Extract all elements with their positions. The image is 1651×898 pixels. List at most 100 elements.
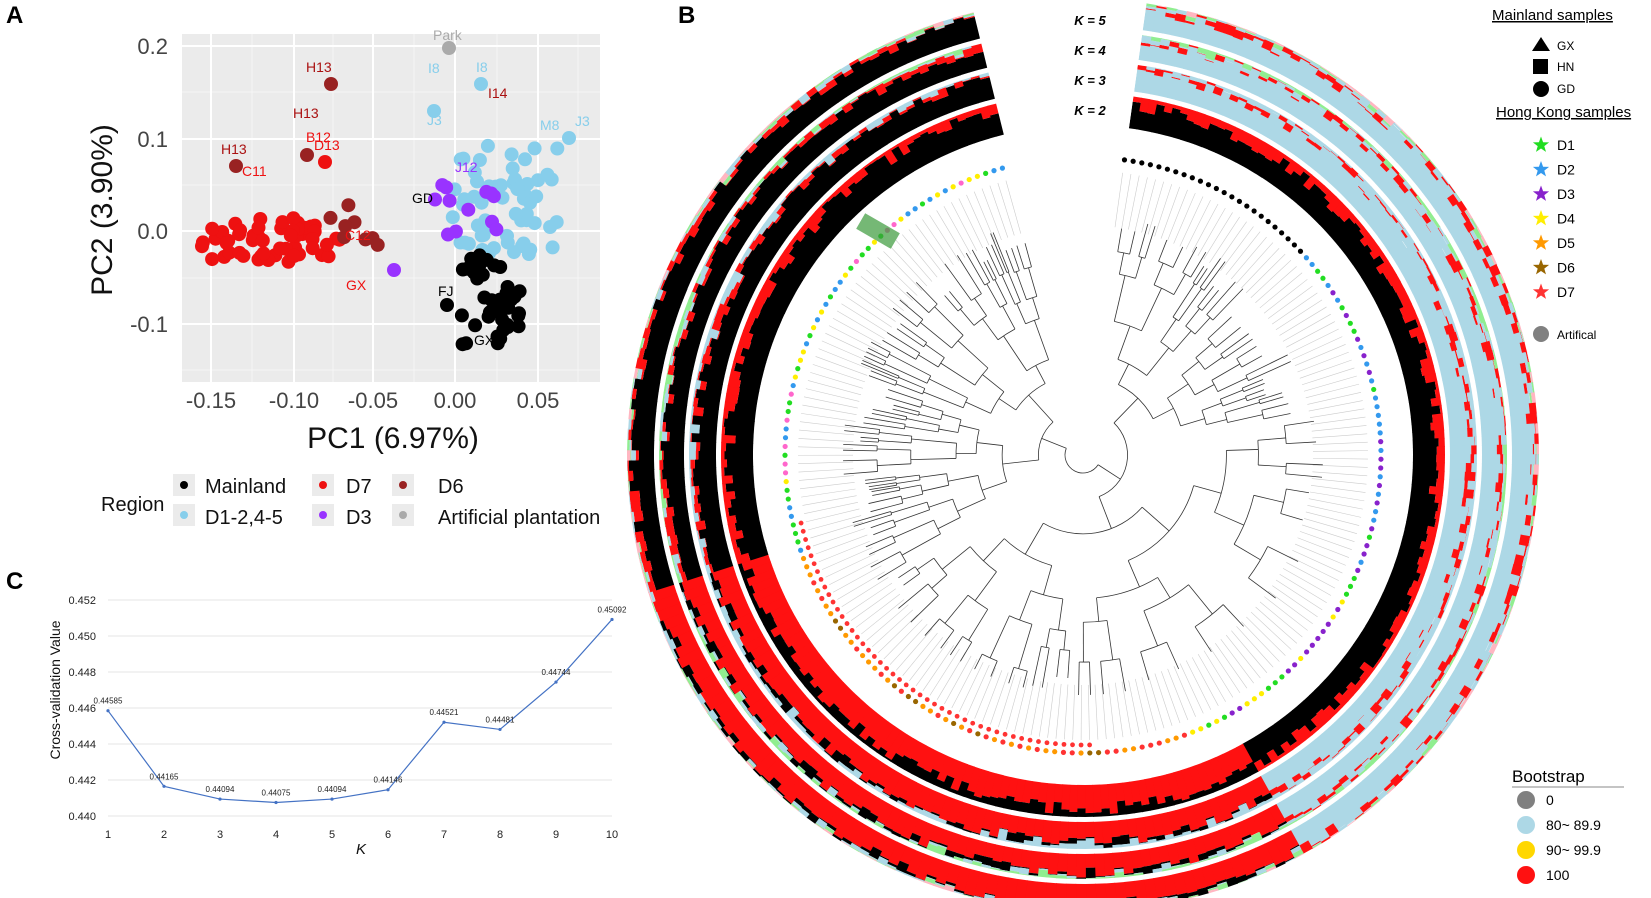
admixture-segment (1432, 218, 1441, 229)
admixture-segment (1359, 661, 1375, 677)
admixture-segment (1093, 821, 1104, 844)
admixture-segment (888, 108, 898, 114)
admixture-segment (1436, 454, 1445, 464)
admixture-segment (1311, 60, 1322, 67)
admixture-segment (1139, 848, 1152, 867)
tree-arc (915, 352, 921, 360)
admixture-segment (851, 842, 861, 848)
admixture-segment (1288, 785, 1297, 791)
tree-arc (1026, 359, 1049, 372)
admixture-segment (803, 772, 812, 781)
admixture-segment (1315, 151, 1339, 177)
admixture-segment (1204, 57, 1215, 63)
admixture-segment (1310, 840, 1321, 848)
sample-dot (947, 710, 952, 715)
admixture-segment (1358, 185, 1366, 194)
admixture-segment (1398, 220, 1406, 230)
tree-branch (1141, 288, 1162, 331)
admixture-segment (1359, 801, 1372, 814)
sample-dot (860, 641, 866, 647)
admixture-segment (1468, 633, 1490, 652)
admixture-segment (1498, 293, 1510, 307)
tree-arc (927, 583, 939, 596)
tree-arc (1182, 272, 1191, 278)
admixture-segment (1488, 642, 1498, 655)
pca-point-d1-2-4-5 (543, 220, 558, 234)
admixture-segment (711, 579, 722, 591)
admixture-segment (749, 757, 757, 766)
sample-dot (1205, 182, 1212, 188)
admixture-segment (695, 519, 707, 531)
admixture-segment (1324, 190, 1337, 204)
admixture-segment (1150, 40, 1162, 47)
leaf-label-line (801, 413, 856, 422)
admixture-segment (911, 764, 924, 778)
admixture-segment (1525, 351, 1530, 363)
admixture-segment (1476, 303, 1483, 315)
admixture-segment (840, 802, 850, 809)
admixture-segment (1355, 813, 1365, 821)
admixture-segment (1445, 612, 1463, 628)
admixture-segment (1489, 255, 1496, 266)
admixture-segment (675, 326, 683, 338)
admixture-segment (1458, 618, 1470, 631)
admixture-segment (800, 235, 825, 257)
admixture-segment (1206, 16, 1218, 23)
admixture-segment (928, 812, 940, 822)
admixture-segment (708, 189, 718, 201)
admixture-segment (1509, 403, 1530, 417)
admixture-segment (867, 855, 878, 861)
admixture-segment (1470, 305, 1478, 317)
admixture-segment (691, 432, 717, 443)
admixture-segment (1195, 81, 1207, 92)
admixture-segment (740, 689, 747, 699)
admixture-segment (1200, 114, 1214, 130)
admixture-segment (961, 45, 973, 51)
admixture-segment (1374, 194, 1382, 203)
tree-branch (1214, 511, 1245, 526)
admixture-segment (1370, 753, 1381, 765)
admixture-segment (1128, 101, 1142, 130)
mainland-gx: GX (1532, 37, 1574, 53)
admixture-segment (1412, 446, 1437, 456)
admixture-segment (1204, 816, 1215, 821)
admixture-segment (1417, 250, 1425, 260)
tree-branch (1223, 338, 1253, 359)
admixture-segment (1331, 80, 1345, 94)
tree-branch (1199, 258, 1221, 288)
admixture-segment (1475, 517, 1498, 531)
admixture-segment (1421, 696, 1429, 706)
leaf-label-line (1236, 242, 1274, 284)
admixture-segment (1331, 752, 1340, 760)
admixture-segment (1009, 865, 1020, 868)
admixture-segment (923, 24, 934, 29)
admixture-segment (692, 467, 717, 478)
pca-point-label: GD (412, 190, 433, 206)
admixture-segment (1175, 807, 1189, 827)
admixture-segment (680, 557, 700, 572)
admixture-segment (694, 485, 700, 496)
admixture-segment (1385, 784, 1394, 793)
admixture-segment (723, 285, 733, 298)
pca-point-mainland (493, 260, 508, 274)
admixture-segment (728, 734, 736, 744)
admixture-segment (953, 866, 971, 892)
pca-point-label: GX (346, 277, 367, 293)
admixture-segment (1351, 194, 1370, 212)
admixture-segment (984, 873, 999, 895)
admixture-segment (1378, 748, 1388, 758)
admixture-segment (815, 760, 835, 781)
admixture-segment (953, 888, 965, 894)
admixture-segment (727, 685, 735, 696)
admixture-segment (829, 749, 844, 763)
hk-legend-title: Hong Kong samples (1496, 104, 1631, 121)
leaf-label-line (1268, 285, 1313, 319)
admixture-segment (1362, 806, 1372, 814)
admixture-segment (868, 761, 888, 785)
admixture-segment (949, 761, 968, 791)
admixture-segment (1222, 99, 1238, 119)
admixture-segment (1454, 339, 1463, 351)
admixture-segment (1291, 790, 1312, 813)
admixture-segment (876, 765, 896, 788)
admixture-segment (1150, 75, 1164, 96)
